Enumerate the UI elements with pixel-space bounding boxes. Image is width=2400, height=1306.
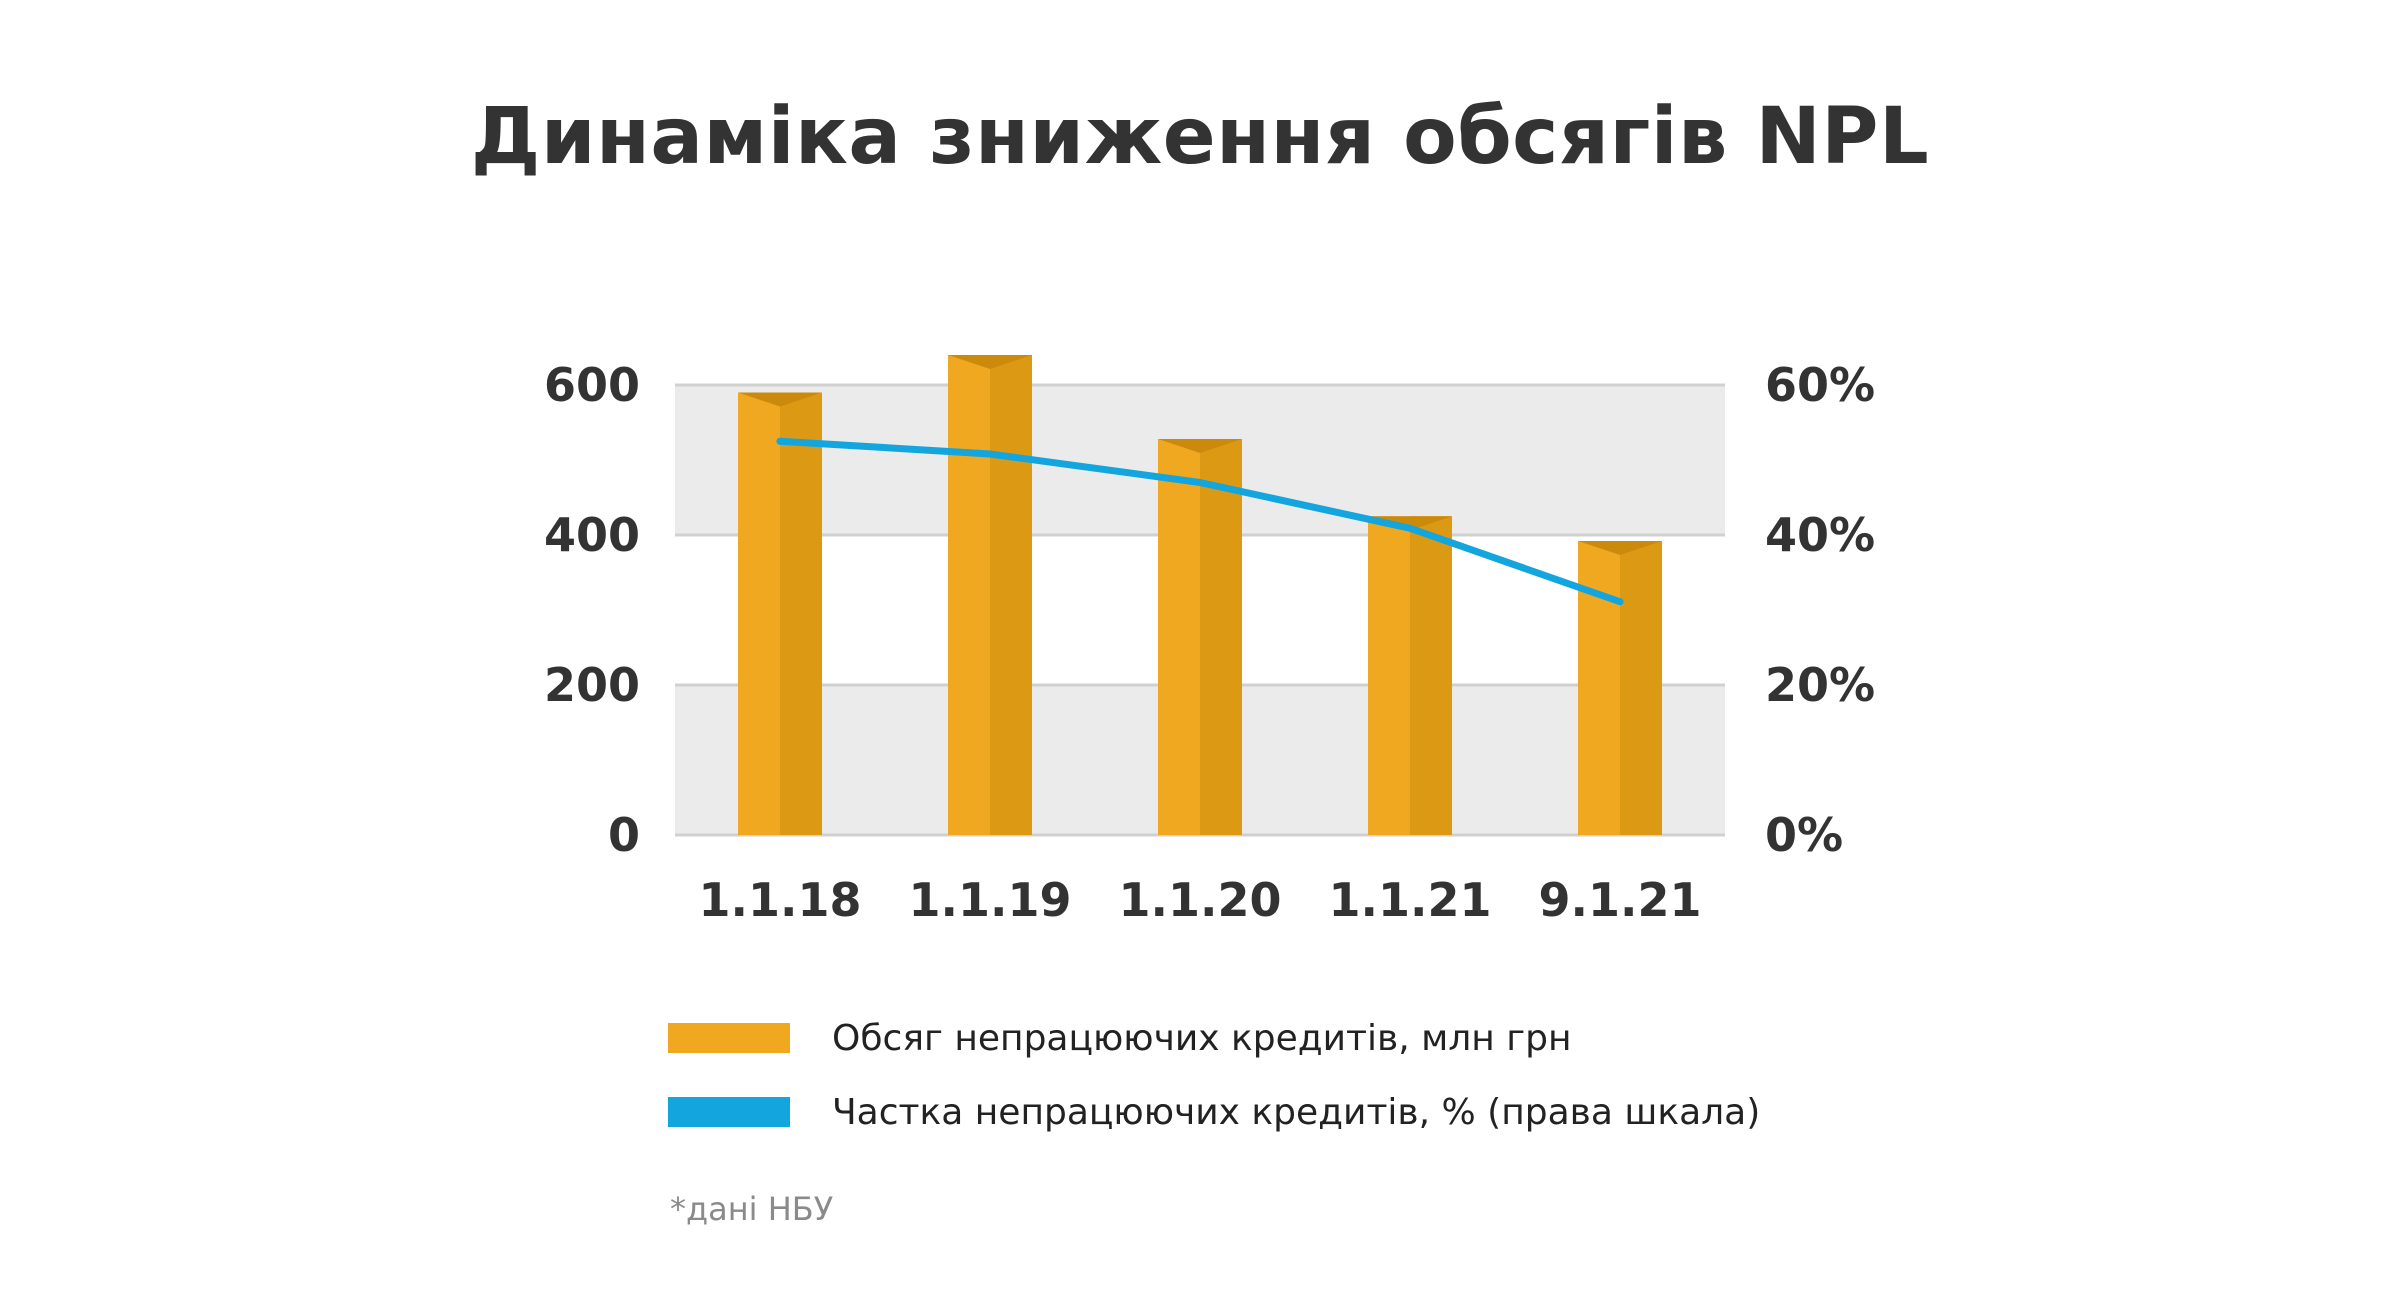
bar-cap — [1578, 541, 1662, 555]
legend-label: Частка непрацюючих кредитів, % (права шк… — [832, 1091, 1761, 1133]
legend: Обсяг непрацюючих кредитів, млн грн Част… — [668, 1008, 1760, 1156]
bar — [738, 392, 822, 835]
legend-swatch-bar — [668, 1023, 790, 1053]
y-left-tick-label: 0 — [608, 808, 640, 862]
y-left-tick-label: 600 — [544, 358, 640, 412]
x-tick-label: 1.1.19 — [909, 873, 1072, 927]
line-point — [776, 437, 784, 445]
x-tick-label: 1.1.18 — [699, 873, 862, 927]
bar — [1578, 541, 1662, 835]
x-tick-label: 9.1.21 — [1539, 873, 1702, 927]
x-tick-label: 1.1.21 — [1329, 873, 1492, 927]
right-axis: 0% 20% 40% 60% — [1765, 358, 1875, 862]
bar — [1368, 516, 1452, 835]
bar-shade — [1620, 541, 1662, 835]
y-right-tick-label: 0% — [1765, 808, 1843, 862]
x-axis: 1.1.18 1.1.19 1.1.20 1.1.21 9.1.21 — [699, 873, 1702, 927]
y-left-tick-label: 400 — [544, 508, 640, 562]
legend-swatch-line — [668, 1097, 790, 1127]
bar-shade — [990, 355, 1032, 835]
y-right-tick-label: 60% — [1765, 358, 1875, 412]
npl-chart: 0 200 400 600 0% 20% 40% 60% 1.1.18 1.1.19 1.1.2… — [544, 355, 1875, 927]
bar-cap — [1368, 516, 1452, 531]
left-axis: 0 200 400 600 — [544, 358, 640, 862]
bar — [948, 355, 1032, 835]
bar-cap — [1158, 439, 1242, 453]
chart-title: Динаміка зниження обсягів NPL — [470, 92, 1930, 182]
source-note: *дані НБУ — [670, 1190, 834, 1228]
x-tick-label: 1.1.20 — [1119, 873, 1282, 927]
bar-series — [738, 355, 1662, 835]
y-left-tick-label: 200 — [544, 658, 640, 712]
line-point — [1616, 598, 1624, 606]
legend-item-share: Частка непрацюючих кредитів, % (права шк… — [668, 1082, 1760, 1142]
bar — [1158, 439, 1242, 835]
legend-label: Обсяг непрацюючих кредитів, млн грн — [832, 1017, 1572, 1059]
bar-cap — [948, 355, 1032, 369]
legend-item-volume: Обсяг непрацюючих кредитів, млн грн — [668, 1008, 1760, 1068]
bar-shade — [780, 392, 822, 835]
y-right-tick-label: 20% — [1765, 658, 1875, 712]
bar-shade — [1410, 516, 1452, 835]
line-series — [776, 437, 1624, 606]
line-point — [1196, 479, 1204, 486]
bar-shade — [1200, 439, 1242, 835]
line-point — [986, 450, 994, 458]
y-right-tick-label: 40% — [1765, 508, 1875, 562]
line-point — [1406, 524, 1414, 532]
bar-cap — [738, 392, 822, 407]
